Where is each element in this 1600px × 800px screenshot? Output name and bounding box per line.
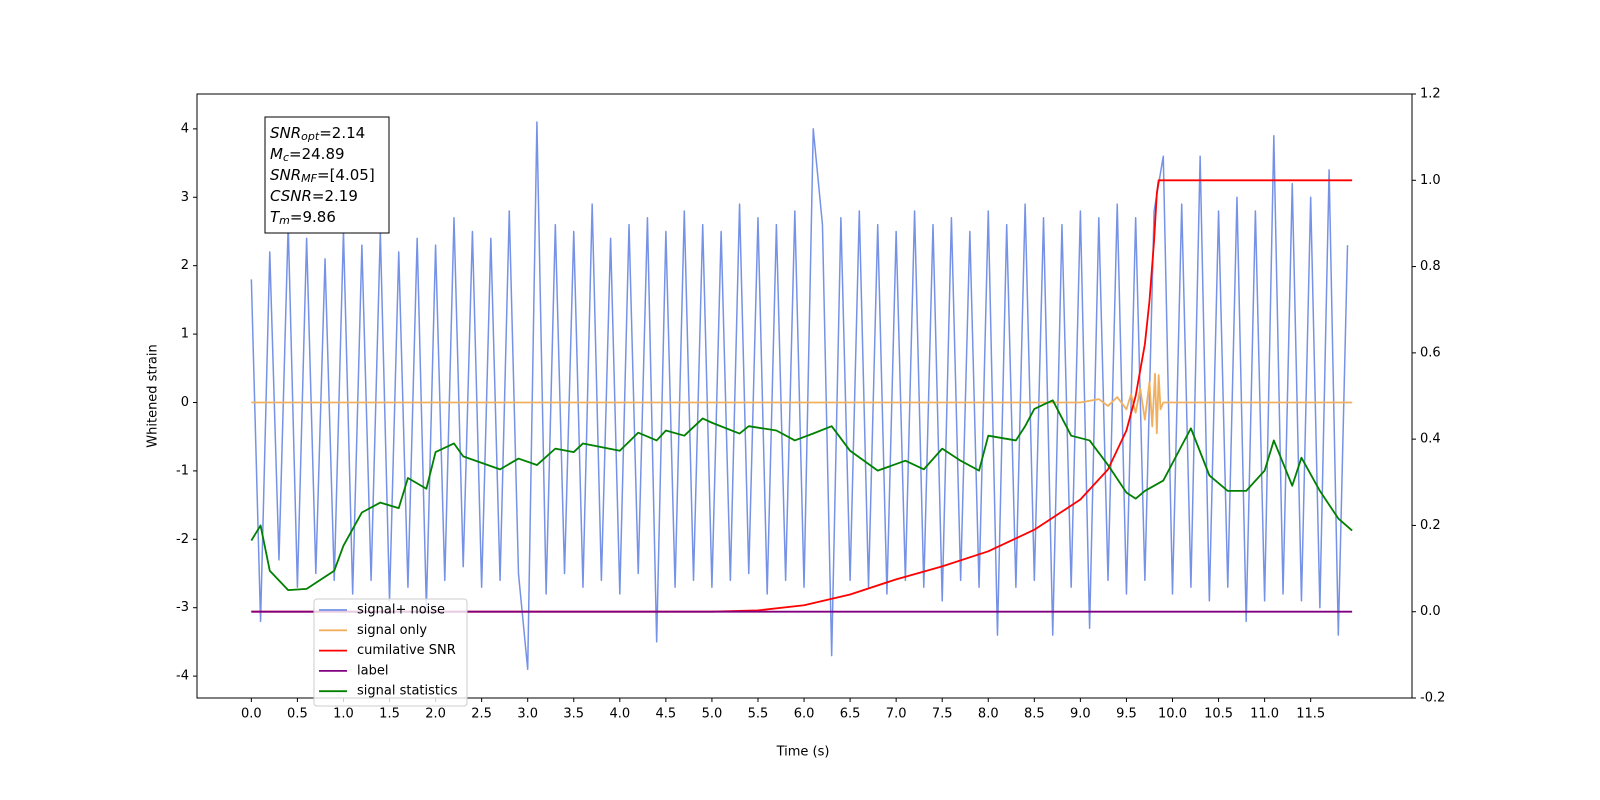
x-tick-label: 4.0 (609, 707, 630, 722)
series-line (251, 179, 1353, 613)
x-tick-label: 0.0 (241, 707, 262, 722)
x-tick-label: 10.0 (1158, 707, 1187, 722)
annotation-text: =9.86 (290, 208, 336, 226)
x-tick-label: 11.5 (1296, 707, 1325, 722)
x-tick-label: 7.0 (886, 707, 907, 722)
x-tick-label: 3.0 (517, 707, 538, 722)
y-axis-label: Whitened strain (146, 344, 161, 447)
x-axis-label: Time (s) (776, 745, 830, 760)
y-tick-label: 3 (181, 190, 189, 205)
x-tick-label: 7.5 (932, 707, 953, 722)
y2-tick-label: 0.4 (1420, 432, 1441, 447)
y-tick-label: 1 (181, 327, 189, 342)
x-tick-label: 6.5 (840, 707, 861, 722)
legend: signal+ noise signal only cumilative SNR la… (313, 598, 468, 707)
legend-label: cumilative SNR (357, 643, 456, 658)
x-tick-label: 1.5 (379, 707, 400, 722)
x-tick-label: 0.5 (287, 707, 308, 722)
y2-tick-label: 0.8 (1420, 259, 1441, 274)
x-tick-label: 8.0 (978, 707, 999, 722)
series-line (251, 372, 1353, 435)
y-tick-label: 0 (181, 395, 189, 410)
annotation-text: =24.89 (289, 145, 345, 163)
y2-tick-label: 0.0 (1420, 604, 1441, 619)
y-tick-label: -1 (176, 463, 189, 478)
x-tick-label: 4.5 (656, 707, 677, 722)
annotation-text: =2.19 (312, 187, 358, 205)
annotation: Tm=9.86 (270, 208, 336, 228)
x-tick-label: 2.0 (425, 707, 446, 722)
annotation-sub: opt (301, 130, 320, 143)
annotation: CSNR=2.19 (270, 187, 358, 205)
x-tick-label: 11.0 (1250, 707, 1279, 722)
annotation-box: SNRopt=2.14Mc=24.89SNRMF=[4.05]CSNR=2.19… (264, 116, 390, 234)
annotation: SNRMF=[4.05] (270, 166, 375, 186)
x-tick-label: 8.5 (1024, 707, 1045, 722)
x-tick-label: 1.0 (333, 707, 354, 722)
y-tick-label: -4 (176, 669, 189, 684)
y-tick-label: -2 (176, 532, 189, 547)
y2-tick-label: 1.0 (1420, 173, 1441, 188)
annotation-sub: m (279, 214, 290, 227)
x-tick-label: 9.0 (1070, 707, 1091, 722)
annotation-var: T (270, 208, 281, 226)
annotation: SNRopt=2.14 (270, 124, 365, 144)
series-line (250, 121, 1349, 671)
x-tick-label: 2.5 (471, 707, 492, 722)
y-tick-label: 2 (181, 258, 189, 273)
annotation-text: =[4.05] (317, 166, 375, 184)
annotation-frame (264, 116, 390, 234)
y2-tick-label: -0.2 (1420, 691, 1445, 706)
y-tick-label: -3 (176, 600, 189, 615)
legend-label: label (357, 663, 388, 678)
annotation-var: SNR (270, 166, 301, 184)
legend-label: signal only (357, 623, 427, 638)
x-tick-label: 9.5 (1116, 707, 1137, 722)
x-tick-label: 10.5 (1204, 707, 1233, 722)
series-line (250, 399, 1353, 592)
legend-frame (313, 598, 468, 707)
x-tick-label: 5.5 (748, 707, 769, 722)
legend-label: signal+ noise (357, 603, 445, 618)
annotation-text: =2.14 (319, 124, 365, 142)
annotation-var: CSNR (270, 187, 312, 205)
annotation: Mc=24.89 (270, 145, 345, 165)
annotation-var: SNR (270, 124, 301, 142)
annotation-sub: MF (301, 172, 317, 185)
y2-tick-label: 1.2 (1420, 87, 1441, 102)
y2-tick-label: 0.6 (1420, 345, 1441, 360)
annotation-sub: c (283, 151, 289, 164)
y-tick-label: 4 (181, 121, 189, 136)
annotation-var: M (270, 145, 283, 163)
y2-tick-label: 0.2 (1420, 518, 1441, 533)
x-tick-label: 5.0 (702, 707, 723, 722)
legend-label: signal statistics (357, 684, 458, 699)
x-tick-label: 6.0 (794, 707, 815, 722)
x-tick-label: 3.5 (563, 707, 584, 722)
